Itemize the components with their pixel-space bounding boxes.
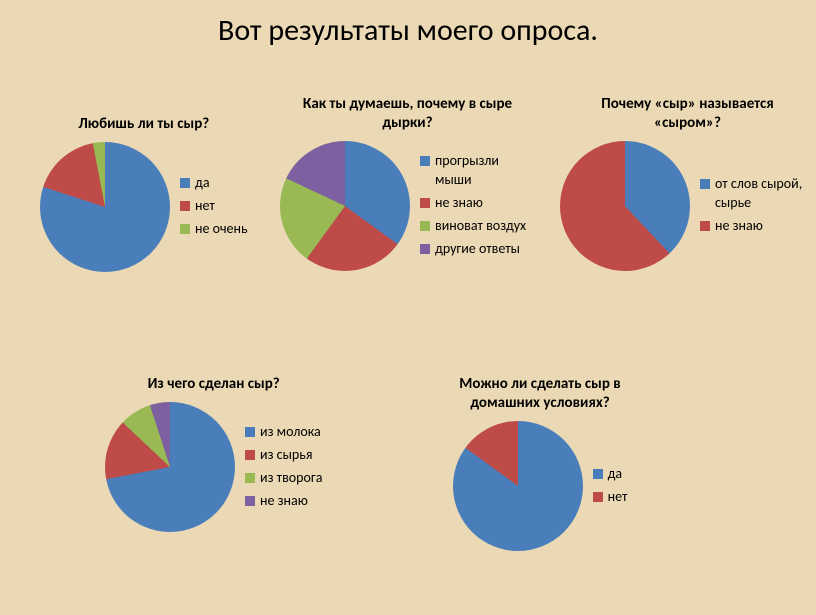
legend-swatch xyxy=(245,496,255,506)
legend-label: не знаю xyxy=(260,492,308,511)
legend-item: не знаю xyxy=(420,194,535,213)
legend-item: нет xyxy=(180,197,248,216)
legend-swatch xyxy=(180,178,190,188)
chart-body: от слов сырой, сырье не знаю xyxy=(560,141,815,271)
legend: да нет не очень xyxy=(180,174,248,239)
legend-label: виноват воздух xyxy=(435,217,526,236)
legend-label: не очень xyxy=(195,220,248,239)
pie-home_make xyxy=(453,421,583,551)
legend-label: нет xyxy=(608,488,628,507)
legend-swatch xyxy=(420,156,430,166)
legend: прогрызли мыши не знаю виноват воздух други… xyxy=(420,152,535,258)
legend-label: другие ответы xyxy=(435,240,520,259)
legend-item: да xyxy=(180,174,248,193)
legend-item: да xyxy=(593,465,628,484)
legend-swatch xyxy=(245,450,255,460)
legend-item: из творога xyxy=(245,469,322,488)
legend-label: да xyxy=(195,174,210,193)
chart-body: из молока из сырья из творога не знаю xyxy=(105,402,322,532)
legend-swatch xyxy=(593,492,603,502)
chart-title: Как ты думаешь, почему в сыре дырки? xyxy=(298,95,518,133)
legend-swatch xyxy=(245,427,255,437)
chart-love_cheese: Любишь ли ты сыр? да нет не очень xyxy=(40,115,248,272)
charts-area: Любишь ли ты сыр? да нет не очень Как ты дум… xyxy=(0,55,816,615)
chart-body: да нет не очень xyxy=(40,142,248,272)
legend: да нет xyxy=(593,465,628,507)
legend-swatch xyxy=(245,473,255,483)
legend-item: из молока xyxy=(245,423,322,442)
legend-item: виноват воздух xyxy=(420,217,535,236)
legend-item: из сырья xyxy=(245,446,322,465)
legend: из молока из сырья из творога не знаю xyxy=(245,423,322,511)
legend-label: прогрызли мыши xyxy=(435,152,535,190)
pie-why_holes xyxy=(280,141,410,271)
legend-label: нет xyxy=(195,197,215,216)
legend-label: да xyxy=(608,465,623,484)
chart-why_holes: Как ты думаешь, почему в сыре дырки? прог… xyxy=(280,95,535,271)
legend-item: другие ответы xyxy=(420,240,535,259)
legend-swatch xyxy=(420,244,430,254)
legend-item: прогрызли мыши xyxy=(420,152,535,190)
chart-title: Можно ли сделать сыр в домашних условиях… xyxy=(430,375,650,413)
legend-item: нет xyxy=(593,488,628,507)
chart-body: да нет xyxy=(453,421,628,551)
legend-label: от слов сырой, сырье xyxy=(715,175,815,213)
legend-item: от слов сырой, сырье xyxy=(700,175,815,213)
legend-swatch xyxy=(420,221,430,231)
chart-title: Любишь ли ты сыр? xyxy=(78,115,209,134)
legend-label: из сырья xyxy=(260,446,312,465)
chart-home_make: Можно ли сделать сыр в домашних условиях… xyxy=(430,375,650,551)
legend-swatch xyxy=(180,201,190,211)
chart-made_of: Из чего сделан сыр? из молока из сырья из т… xyxy=(105,375,322,532)
legend-swatch xyxy=(420,198,430,208)
legend-swatch xyxy=(700,221,710,231)
legend-swatch xyxy=(593,469,603,479)
legend-item: не знаю xyxy=(700,217,815,236)
page-title: Вот результаты моего опроса. xyxy=(0,0,816,55)
legend-label: из молока xyxy=(260,423,321,442)
chart-body: прогрызли мыши не знаю виноват воздух други… xyxy=(280,141,535,271)
pie-why_name xyxy=(560,141,690,271)
chart-title: Почему «сыр» называется «сыром»? xyxy=(578,95,798,133)
pie-made_of xyxy=(105,402,235,532)
legend-item: не очень xyxy=(180,220,248,239)
chart-title: Из чего сделан сыр? xyxy=(148,375,280,394)
chart-why_name: Почему «сыр» называется «сыром»? от слов … xyxy=(560,95,815,271)
legend-label: из творога xyxy=(260,469,322,488)
legend-swatch xyxy=(700,179,710,189)
pie-love_cheese xyxy=(40,142,170,272)
legend-label: не знаю xyxy=(435,194,483,213)
legend-swatch xyxy=(180,224,190,234)
legend: от слов сырой, сырье не знаю xyxy=(700,175,815,236)
legend-label: не знаю xyxy=(715,217,763,236)
legend-item: не знаю xyxy=(245,492,322,511)
